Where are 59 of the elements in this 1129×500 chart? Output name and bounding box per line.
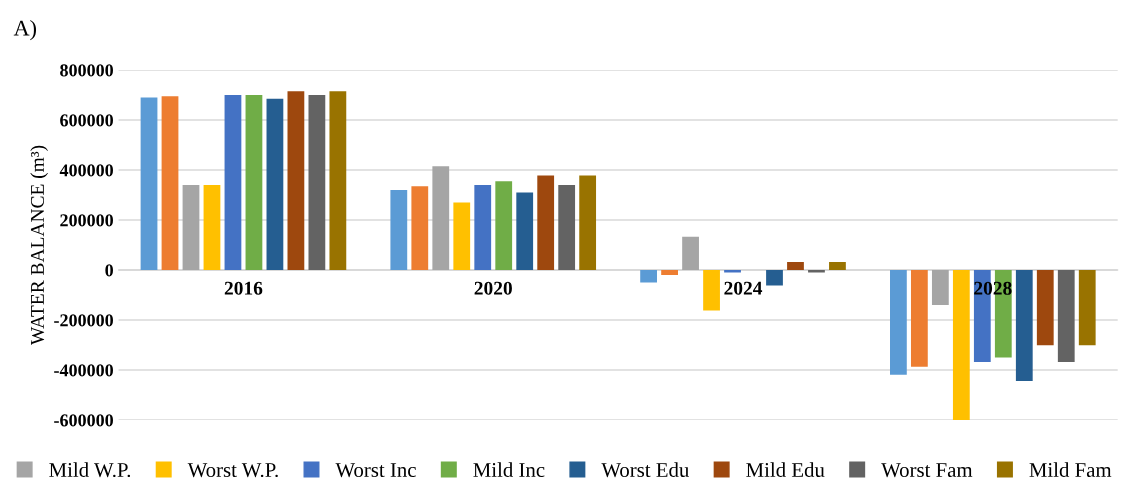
bar	[1015, 270, 1033, 381]
bar	[766, 270, 783, 286]
bar	[329, 91, 347, 270]
bar	[474, 185, 492, 270]
bar	[910, 270, 928, 367]
bar	[432, 166, 450, 270]
bar	[661, 270, 678, 275]
bar	[952, 270, 970, 420]
y-tick-label: 600000	[60, 114, 113, 127]
bar	[931, 270, 949, 305]
bar	[682, 236, 699, 270]
x-tick-label: 2028	[974, 281, 1012, 295]
bar	[703, 270, 720, 311]
bar	[390, 190, 408, 270]
bar	[495, 181, 513, 270]
bar	[808, 270, 825, 273]
bar	[287, 91, 305, 270]
y-tick-label: -400000	[54, 364, 113, 377]
legend-label: Worst Fam	[881, 463, 973, 478]
bar	[724, 270, 741, 273]
bar	[579, 175, 597, 270]
bar	[224, 95, 242, 270]
bar	[308, 95, 326, 270]
bar	[1036, 270, 1054, 346]
x-tick-label: 2024	[724, 281, 763, 295]
bar	[182, 185, 200, 270]
x-tick-label: 2020	[474, 281, 512, 295]
legend-label: Mild Edu	[746, 462, 825, 478]
chart-title: A)	[13, 20, 37, 41]
bar	[140, 97, 158, 270]
bar	[453, 202, 471, 270]
y-tick-label: 400000	[59, 164, 113, 177]
bar	[1057, 270, 1075, 362]
bar	[640, 270, 657, 283]
y-tick-label: -200000	[54, 314, 113, 327]
bar	[245, 95, 263, 270]
legend-label: Mild W.P.	[49, 462, 131, 478]
y-tick-label: 200000	[60, 214, 113, 227]
bar	[829, 262, 846, 270]
bar	[890, 270, 907, 375]
x-tick-label: 2016	[224, 281, 263, 295]
bar	[537, 175, 555, 270]
bar	[411, 186, 429, 270]
legend-label: Worst W.P.	[187, 463, 278, 478]
legend-label: Mild Fam	[1029, 462, 1112, 478]
bar	[787, 262, 804, 270]
y-tick-label: 800000	[60, 64, 113, 77]
bar	[1078, 270, 1096, 346]
legend-label: Mild Inc	[473, 462, 545, 478]
legend-label: Worst Edu	[601, 462, 689, 478]
legend-label: Worst Inc	[335, 463, 416, 478]
bar	[161, 96, 179, 270]
bar	[558, 185, 576, 270]
bar	[203, 185, 221, 270]
bar	[516, 192, 534, 270]
y-tick-label: 0	[105, 264, 113, 277]
y-tick-label: -600000	[54, 414, 113, 427]
y-axis-title: WATER BALANCE (m³)	[30, 145, 48, 346]
bar	[266, 98, 284, 270]
